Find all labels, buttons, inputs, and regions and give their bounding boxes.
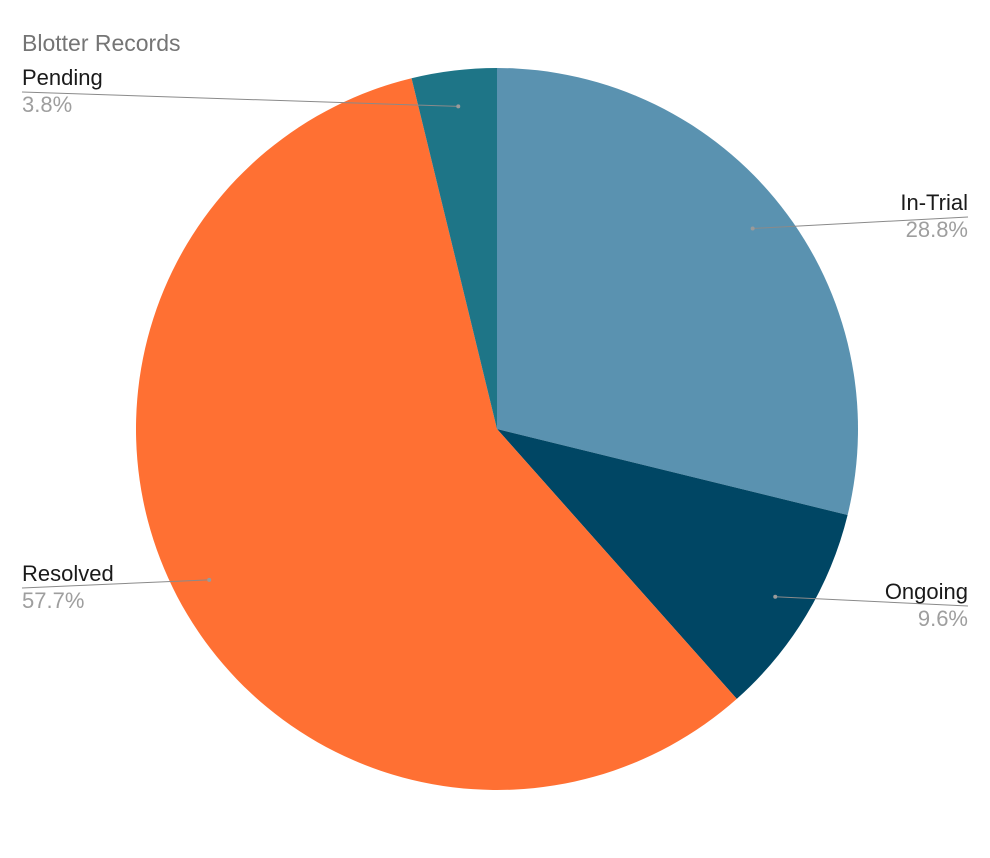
slice-label-resolved: Resolved: [22, 561, 114, 586]
slice-label-ongoing: Ongoing: [885, 579, 968, 604]
pie-slice-in-trial: [497, 68, 858, 516]
pie-slice-ongoing: [497, 429, 848, 699]
slice-percent-in-trial: 28.8%: [906, 217, 968, 242]
leader-dot-in-trial: [750, 226, 755, 231]
chart-title: Blotter Records: [22, 30, 181, 56]
pie-slices: [135, 68, 858, 791]
slice-label-pending: Pending: [22, 65, 103, 90]
leader-dot-ongoing: [773, 594, 778, 599]
slice-percent-ongoing: 9.6%: [918, 606, 968, 631]
leader-line-resolved: [21, 579, 210, 589]
leader-line-pending: [21, 91, 459, 107]
leader-line-in-trial: [752, 216, 969, 229]
slice-percent-resolved: 57.7%: [22, 588, 84, 613]
slice-percent-pending: 3.8%: [22, 92, 72, 117]
slice-label-in-trial: In-Trial: [900, 190, 968, 215]
pie-slice-pending: [411, 68, 497, 429]
pie-slice-resolved: [135, 78, 737, 791]
leader-line-ongoing: [775, 596, 969, 607]
leader-dot-pending: [456, 104, 461, 109]
leader-dot-resolved: [207, 577, 212, 582]
